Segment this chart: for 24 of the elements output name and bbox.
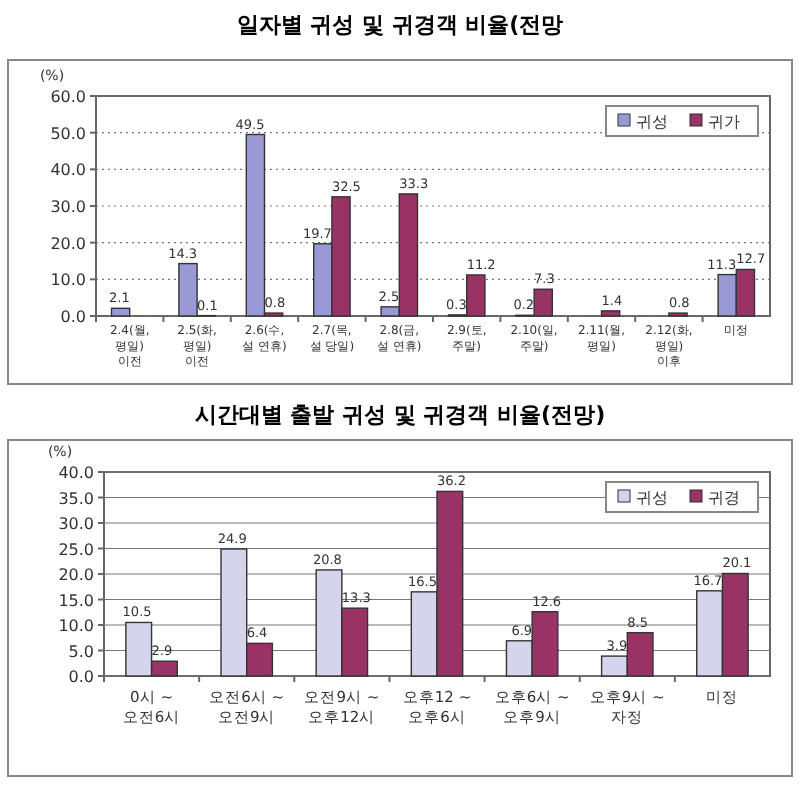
y-tick-label: 0.0 (60, 308, 86, 326)
y-tick-label: 50.0 (50, 124, 86, 143)
bar (600, 310, 621, 317)
y-tick-label: 20.0 (50, 234, 86, 253)
y-tick-label: 30.0 (58, 515, 94, 533)
y-tick-label: 5.0 (68, 642, 94, 661)
y-tick-label: 25.0 (58, 540, 94, 559)
y-tick-label: 40.0 (58, 464, 94, 482)
chart-title: 시간대별 출발 귀성 및 귀경객 비율(전망) (194, 402, 606, 428)
y-tick-label: 10.0 (58, 617, 94, 635)
y-tick-label: 40.0 (50, 161, 86, 180)
y-tick-label: 15.0 (58, 591, 94, 610)
legend-label: 귀경 (708, 489, 740, 507)
y-tick-label: 60.0 (50, 88, 86, 106)
legend-label: 귀가 (708, 113, 740, 131)
y-tick-label: 20.0 (58, 566, 94, 584)
y-tick-label: 30.0 (50, 198, 86, 216)
y-tick-label: 10.0 (50, 271, 86, 290)
bar (110, 307, 131, 317)
legend-label: 귀성 (636, 489, 668, 507)
legend-label: 귀성 (636, 113, 668, 131)
y-tick-label: 35.0 (58, 489, 94, 508)
y-tick-label: 0.0 (68, 668, 94, 686)
chart-title: 일자별 귀성 및 귀경객 비율(전망 (236, 12, 564, 38)
